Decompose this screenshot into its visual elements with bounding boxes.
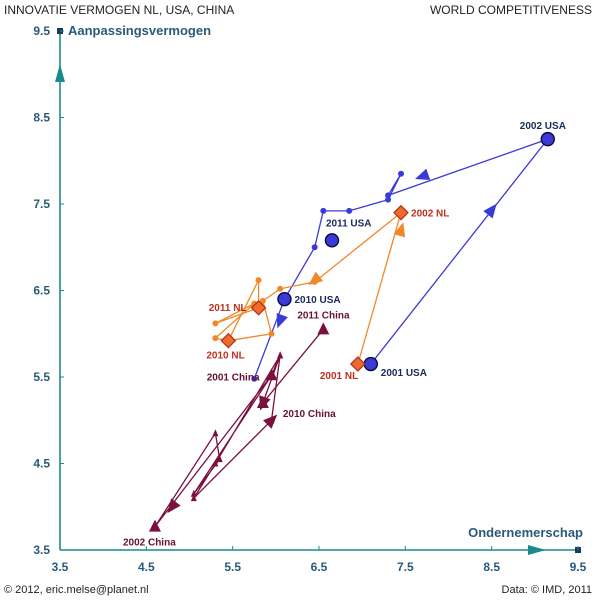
nl-direction-arrow (393, 222, 406, 238)
x-tick-label: 3.5 (52, 560, 69, 574)
china-year-marker (256, 395, 269, 408)
point-label: 2011 China (297, 310, 350, 321)
china-year-marker (317, 322, 330, 335)
series-line-nl (213, 210, 403, 365)
china-direction-arrow (167, 498, 181, 514)
y-tick-label: 8.5 (33, 111, 50, 125)
nl-vertex-marker (259, 297, 266, 304)
axes: 3.5 4.5 5.5 6.5 7.5 8.5 9.5 3.5 4.5 5.5 6.5 7.5 8.5 9… (33, 24, 586, 574)
china-vertex-marker (212, 429, 219, 437)
china-vertex-marker (190, 494, 197, 502)
china-direction-arrow (263, 414, 278, 429)
x-tick-label: 5.5 (224, 560, 241, 574)
point-label: 2002 NL (411, 209, 449, 220)
usa-direction-arrow (483, 203, 497, 219)
nl-year-marker (250, 299, 267, 316)
series-line-usa (253, 137, 550, 379)
nl-vertex-marker (277, 285, 284, 292)
source-text: Data: © IMD, 2011 (501, 584, 592, 596)
point-label: 2010 USA (294, 295, 340, 306)
y-tick-label: 3.5 (33, 543, 50, 557)
x-tick-label: 8.5 (483, 560, 500, 574)
y-tick-label: 5.5 (33, 370, 50, 384)
nl-direction-arrow (308, 271, 324, 286)
nl-vertex-marker (212, 335, 219, 342)
point-label: 2001 NL (320, 371, 358, 382)
usa-direction-arrow (276, 313, 288, 329)
nl-year-marker (350, 356, 366, 372)
point-label: 2011 USA (326, 218, 372, 229)
usa-year-marker (363, 356, 378, 372)
usa-vertex-marker (251, 375, 258, 382)
china-vertex-marker (212, 459, 219, 467)
y-tick-label: 4.5 (33, 457, 50, 471)
x-axis-title: Ondernemerschap (468, 525, 583, 540)
usa-vertex-marker (385, 192, 392, 199)
usa-vertex-marker (385, 196, 392, 203)
nl-year-marker (393, 204, 409, 221)
x-tick-label: 6.5 (311, 560, 328, 574)
point-labels: 2001 USA 2002 USA 2010 USA 2011 USA 2001 NL 2… (123, 121, 566, 549)
point-label: 2001 USA (381, 368, 427, 379)
chart-title-right: WORLD COMPETITIVENESS (429, 3, 592, 17)
point-label: 2010 China (283, 409, 336, 420)
chart-title-left: INNOVATIE VERMOGEN NL, USA, CHINA (4, 3, 235, 17)
copyright-text: © 2012, eric.melse@planet.nl (4, 584, 149, 596)
point-label: 2011 NL (209, 303, 247, 314)
usa-direction-arrow (415, 168, 431, 180)
nl-vertex-marker (212, 320, 219, 327)
series-markers (148, 131, 555, 532)
point-label: 2002 China (123, 538, 176, 549)
x-tick-label: 4.5 (138, 560, 155, 574)
y-axis-arrow (55, 64, 65, 82)
china-year-marker (265, 368, 278, 381)
x-axis-arrow (528, 545, 546, 555)
usa-vertex-marker (398, 170, 405, 177)
nl-year-marker (220, 332, 237, 349)
series-paths (154, 137, 550, 527)
nl-vertex-marker (255, 277, 262, 284)
x-tick-label: 9.5 (570, 560, 587, 574)
point-label: 2010 NL (206, 351, 244, 362)
china-year-marker (148, 519, 161, 532)
usa-year-marker (277, 291, 292, 307)
point-label: 2002 USA (520, 121, 566, 132)
nl-vertex-marker (268, 330, 275, 337)
point-label: 2001 China (207, 372, 260, 383)
usa-vertex-marker (346, 207, 353, 214)
china-vertex-marker (190, 489, 197, 497)
usa-vertex-marker (311, 244, 318, 251)
y-tick-label: 7.5 (33, 197, 50, 211)
y-axis-title: Aanpassingsvermogen (68, 23, 211, 38)
usa-vertex-marker (320, 207, 327, 214)
x-tick-label: 7.5 (397, 560, 414, 574)
usa-year-marker (324, 233, 340, 248)
y-tick-label: 9.5 (33, 24, 50, 38)
china-vertex-marker (216, 455, 223, 463)
usa-year-marker (540, 131, 555, 147)
y-tick-label: 6.5 (33, 284, 50, 298)
china-vertex-marker (277, 351, 284, 359)
